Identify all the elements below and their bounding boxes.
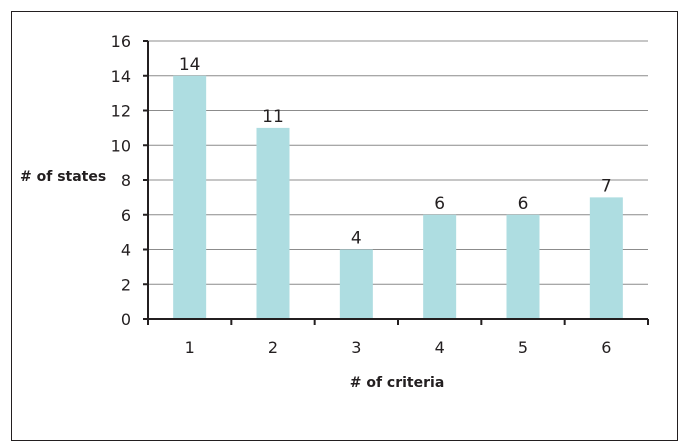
x-tick-label: 6 xyxy=(601,338,611,357)
data-label: 14 xyxy=(179,55,201,75)
bars xyxy=(173,75,623,319)
x-tick-label: 1 xyxy=(185,338,195,357)
data-label: 11 xyxy=(262,107,284,127)
gridlines xyxy=(148,40,648,285)
data-label: 6 xyxy=(518,194,529,214)
data-label: 7 xyxy=(601,176,612,196)
y-tick-label: 16 xyxy=(111,32,131,51)
data-labels: 14 11 4 6 6 7 xyxy=(179,55,612,249)
y-tick-label: 6 xyxy=(121,206,131,225)
y-tick-label: 0 xyxy=(121,310,131,329)
bar xyxy=(423,214,457,319)
y-tick-label: 10 xyxy=(111,136,131,155)
x-tick-label: 4 xyxy=(435,338,445,357)
y-tick-label: 8 xyxy=(121,171,131,190)
bar xyxy=(339,249,373,319)
bar xyxy=(173,75,207,319)
x-tick-label: 5 xyxy=(518,338,528,357)
axes xyxy=(143,40,649,325)
y-tick-labels: 0 2 4 6 8 10 12 14 16 xyxy=(111,32,131,329)
y-tick-label: 2 xyxy=(121,275,131,294)
y-axis-title: # of states xyxy=(20,169,106,185)
x-tick-labels: 1 2 3 4 5 6 xyxy=(185,338,612,357)
bar xyxy=(256,127,290,319)
bar xyxy=(506,214,540,319)
x-tick-label: 2 xyxy=(268,338,278,357)
y-tick-label: 12 xyxy=(111,102,131,121)
bar xyxy=(589,197,623,319)
data-label: 4 xyxy=(351,229,362,249)
x-axis-title: # of criteria xyxy=(350,375,445,391)
x-tick-label: 3 xyxy=(351,338,361,357)
data-label: 6 xyxy=(434,194,445,214)
y-tick-label: 4 xyxy=(121,241,131,260)
y-tick-label: 14 xyxy=(111,67,131,86)
